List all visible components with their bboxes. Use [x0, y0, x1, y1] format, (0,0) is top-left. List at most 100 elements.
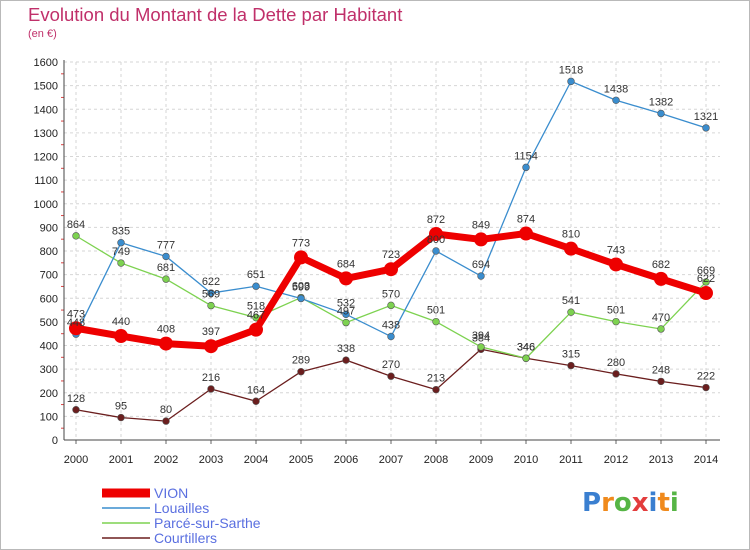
data-label-parc-sur-sarthe: 669 — [697, 265, 715, 277]
data-label-courtillers: 346 — [517, 341, 535, 353]
data-label-courtillers: 289 — [292, 355, 310, 367]
y-tick-label: 400 — [40, 341, 58, 353]
data-point-courtillers — [297, 368, 305, 376]
data-label-parc-sur-sarthe: 501 — [427, 305, 445, 317]
data-point-louailles — [702, 124, 710, 132]
data-label-vion: 684 — [337, 258, 355, 270]
data-label-courtillers: 213 — [427, 373, 445, 385]
x-tick-label: 2006 — [334, 454, 358, 466]
data-point-louailles — [567, 77, 575, 86]
y-tick-label: 1300 — [34, 128, 58, 140]
axes: 0 100 200 300 400 500 600 700 800 900 1000 1100 1200… — [34, 57, 720, 466]
data-label-parc-sur-sarthe: 501 — [607, 305, 625, 317]
logo-letter: i — [648, 488, 658, 518]
data-point-vion — [159, 336, 173, 351]
data-point-parc-sur-sarthe — [162, 275, 170, 283]
data-point-vion — [474, 232, 488, 247]
data-label-louailles: 448 — [67, 317, 85, 329]
logo-letter: r — [601, 488, 614, 518]
y-tick-label: 800 — [40, 246, 58, 258]
data-label-louailles: 599 — [292, 281, 310, 293]
data-point-vion — [654, 271, 668, 286]
grid — [64, 61, 720, 441]
data-label-louailles: 777 — [157, 239, 175, 251]
data-point-courtillers — [612, 370, 620, 378]
data-label-courtillers: 315 — [562, 349, 580, 361]
data-point-courtillers — [567, 361, 575, 370]
data-label-vion: 872 — [427, 214, 445, 226]
data-point-parc-sur-sarthe — [342, 318, 350, 327]
y-tick-label: 600 — [40, 293, 58, 305]
data-point-parc-sur-sarthe — [207, 301, 215, 310]
data-label-parc-sur-sarthe: 570 — [382, 288, 400, 300]
data-label-louailles: 622 — [202, 276, 220, 288]
logo-letter: i — [669, 488, 679, 518]
data-point-parc-sur-sarthe — [72, 232, 80, 240]
data-label-louailles: 1518 — [559, 64, 583, 76]
logo-letter: x — [631, 488, 649, 518]
data-point-courtillers — [252, 397, 260, 405]
data-point-louailles — [252, 282, 260, 290]
data-label-louailles: 800 — [427, 234, 445, 246]
x-tick-label: 2014 — [694, 454, 718, 466]
x-tick-label: 2008 — [424, 454, 448, 466]
data-label-parc-sur-sarthe: 394 — [472, 330, 490, 342]
data-point-courtillers — [657, 377, 665, 386]
y-tick-label: 1200 — [34, 152, 58, 164]
data-label-parc-sur-sarthe: 864 — [67, 219, 85, 231]
y-tick-label: 1000 — [34, 199, 58, 211]
x-tick-label: 2002 — [154, 454, 178, 466]
data-point-courtillers — [342, 356, 350, 364]
data-point-vion — [249, 322, 263, 337]
data-point-parc-sur-sarthe — [612, 317, 620, 326]
data-label-parc-sur-sarthe: 749 — [112, 246, 130, 258]
data-label-vion: 810 — [562, 229, 580, 241]
data-label-louailles: 694 — [472, 259, 490, 271]
data-point-louailles — [117, 239, 125, 247]
logo-letter: o — [613, 488, 632, 518]
x-tick-label: 2007 — [379, 454, 403, 466]
data-label-parc-sur-sarthe: 541 — [562, 295, 580, 307]
data-label-courtillers: 164 — [247, 384, 265, 396]
data-label-vion: 682 — [652, 259, 670, 271]
data-point-vion — [519, 226, 533, 241]
data-point-vion — [114, 329, 128, 344]
data-point-courtillers — [432, 385, 440, 394]
y-tick-label: 1600 — [34, 57, 58, 69]
data-label-louailles: 532 — [337, 297, 355, 309]
data-label-parc-sur-sarthe: 681 — [157, 262, 175, 274]
data-point-vion — [69, 321, 83, 336]
data-point-parc-sur-sarthe — [567, 308, 575, 316]
x-tick-label: 2012 — [604, 454, 628, 466]
data-label-parc-sur-sarthe: 518 — [247, 301, 265, 313]
logo-letter: t — [657, 488, 670, 518]
data-point-louailles — [522, 163, 530, 172]
series-group — [69, 77, 713, 425]
data-point-louailles — [342, 310, 350, 319]
data-label-vion: 849 — [472, 219, 490, 231]
data-label-courtillers: 222 — [697, 371, 715, 383]
x-tick-label: 2001 — [109, 454, 133, 466]
data-label-courtillers: 338 — [337, 343, 355, 355]
data-label-louailles: 1321 — [694, 111, 718, 123]
y-tick-label: 700 — [40, 270, 58, 282]
data-point-vion — [564, 241, 578, 256]
data-label-courtillers: 280 — [607, 357, 625, 369]
x-tick-label: 2011 — [559, 454, 583, 466]
legend-label-louailles: Louailles — [154, 500, 209, 516]
legend-label-parc-sur-sarthe: Parcé-sur-Sarthe — [154, 515, 261, 531]
data-point-vion — [339, 271, 353, 286]
legend-label-vion: VION — [154, 485, 188, 501]
data-point-courtillers — [702, 383, 710, 392]
data-point-parc-sur-sarthe — [477, 343, 485, 351]
y-tick-label: 1500 — [34, 81, 58, 93]
data-label-parc-sur-sarthe: 497 — [337, 306, 355, 318]
data-point-courtillers — [72, 406, 80, 414]
data-point-parc-sur-sarthe — [117, 259, 125, 267]
data-point-vion — [699, 286, 713, 301]
data-label-vion: 743 — [607, 244, 625, 256]
data-point-louailles — [297, 294, 305, 303]
data-label-vion: 874 — [517, 214, 535, 226]
